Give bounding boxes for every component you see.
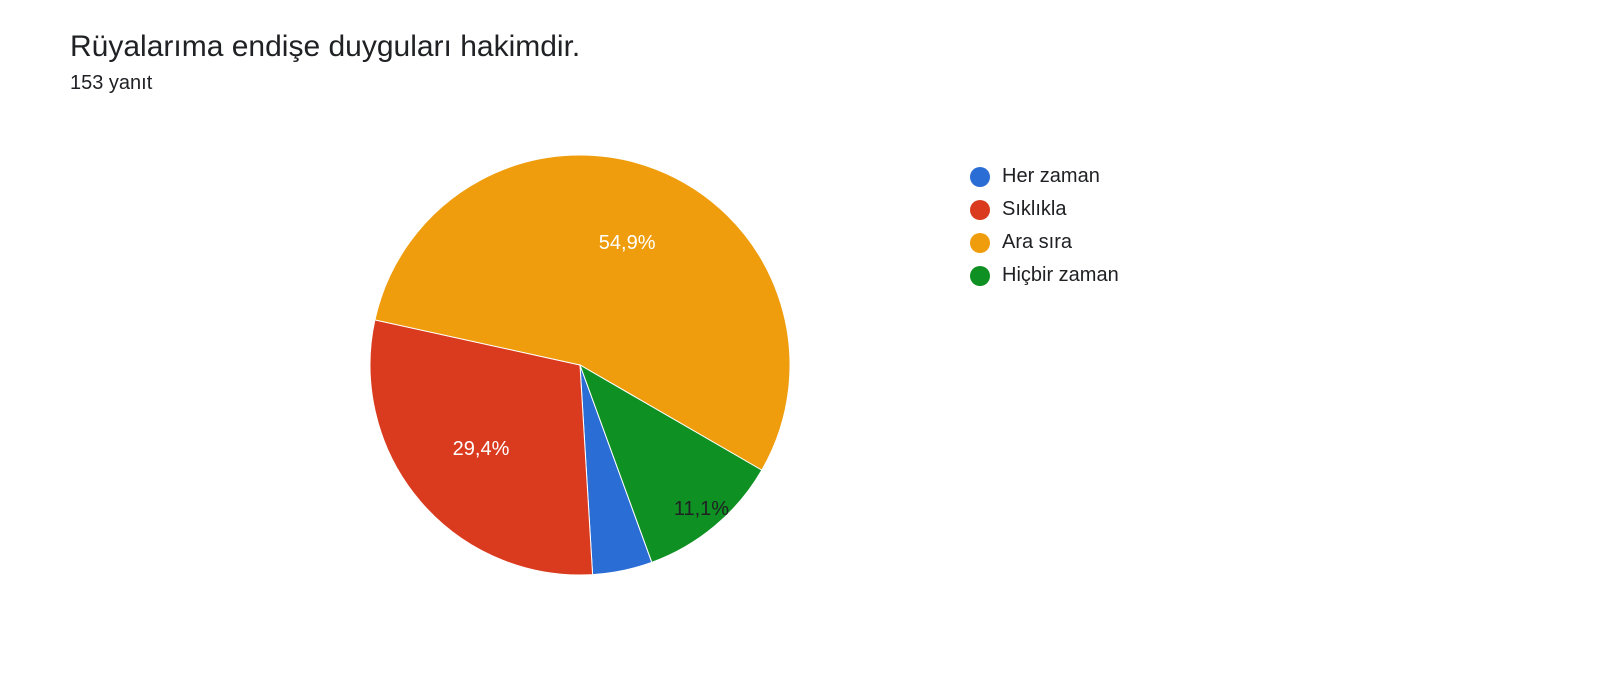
pie-svg: 29,4% 54,9% 11,1% [350, 135, 810, 595]
legend: Her zaman Sıklıkla Ara sıra Hiçbir zaman [970, 165, 1119, 297]
legend-dot-icon [970, 233, 990, 253]
legend-label: Her zaman [1002, 165, 1100, 188]
pie-label-ara_sira: 54,9% [599, 232, 656, 254]
legend-item-hicbir_zaman[interactable]: Hiçbir zaman [970, 264, 1119, 287]
legend-item-ara_sira[interactable]: Ara sıra [970, 231, 1119, 254]
legend-label: Ara sıra [1002, 231, 1072, 254]
legend-dot-icon [970, 200, 990, 220]
chart-container: Rüyalarıma endişe duyguları hakimdir. 15… [0, 0, 1600, 165]
pie-label-siklikla: 29,4% [453, 438, 510, 460]
legend-dot-icon [970, 167, 990, 187]
pie-label-hicbir_zaman: 11,1% [674, 498, 729, 520]
legend-label: Hiçbir zaman [1002, 264, 1119, 287]
legend-item-siklikla[interactable]: Sıklıkla [970, 198, 1119, 221]
legend-dot-icon [970, 266, 990, 286]
chart-subtitle: 153 yanıt [70, 72, 1530, 95]
pie-chart: 29,4% 54,9% 11,1% [350, 135, 810, 600]
legend-item-her_zaman[interactable]: Her zaman [970, 165, 1119, 188]
chart-title: Rüyalarıma endişe duyguları hakimdir. [70, 30, 1530, 64]
legend-label: Sıklıkla [1002, 198, 1066, 221]
